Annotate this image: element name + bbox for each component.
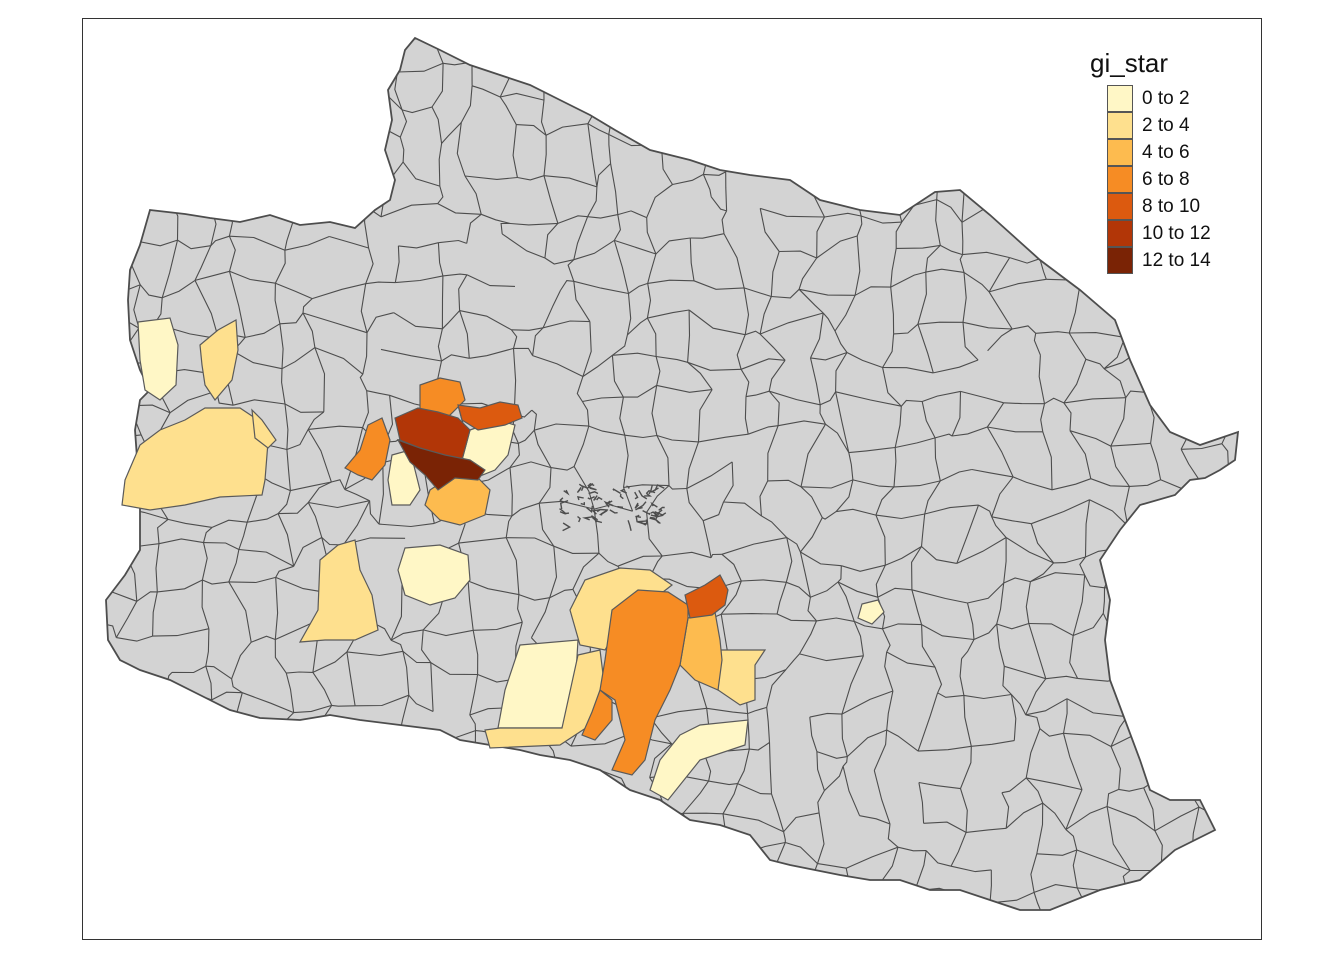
district-class-0-to-2 bbox=[857, 599, 885, 625]
legend-item: 4 to 6 bbox=[1090, 139, 1211, 166]
legend-swatch bbox=[1107, 112, 1133, 139]
legend-item: 8 to 10 bbox=[1090, 193, 1211, 220]
legend-item: 12 to 14 bbox=[1090, 247, 1211, 274]
legend-label: 6 to 8 bbox=[1142, 168, 1190, 190]
district-class-6-to-8 bbox=[581, 688, 613, 741]
district-class-2-to-4 bbox=[484, 649, 606, 749]
legend-item: 0 to 2 bbox=[1090, 85, 1211, 112]
legend-label: 2 to 4 bbox=[1142, 114, 1190, 136]
legend-label: 8 to 10 bbox=[1142, 195, 1201, 217]
legend-label: 12 to 14 bbox=[1142, 249, 1211, 271]
district-class-6-to-8 bbox=[344, 417, 391, 481]
legend-swatch bbox=[1107, 166, 1133, 193]
legend-swatch bbox=[1107, 247, 1133, 274]
legend-label: 4 to 6 bbox=[1142, 141, 1190, 163]
district-class-0-to-2 bbox=[649, 719, 749, 801]
legend-label: 0 to 2 bbox=[1142, 87, 1190, 109]
district-class-2-to-4 bbox=[199, 319, 239, 401]
gi-star-districts bbox=[121, 317, 885, 801]
district-class-2-to-4 bbox=[298, 539, 379, 643]
district-class-2-to-4 bbox=[251, 408, 277, 449]
legend-item: 6 to 8 bbox=[1090, 166, 1211, 193]
legend-item: 10 to 12 bbox=[1090, 220, 1211, 247]
province-land bbox=[105, 36, 1240, 911]
legend-title: gi_star bbox=[1090, 48, 1169, 78]
legend-swatch bbox=[1107, 139, 1133, 166]
district-class-8-to-10 bbox=[684, 574, 729, 619]
map-legend: gi_star 0 to 2 2 to 4 4 to 6 6 to 8 8 to 10 1… bbox=[1090, 48, 1211, 274]
district-class-0-to-2 bbox=[397, 544, 471, 606]
district-class-2-to-4 bbox=[717, 649, 767, 706]
district-class-8-to-10 bbox=[457, 401, 523, 431]
map-panel-frame bbox=[82, 18, 1262, 940]
legend-swatch bbox=[1107, 193, 1133, 220]
legend-label: 10 to 12 bbox=[1142, 222, 1211, 244]
district-class-2-to-4 bbox=[121, 407, 269, 511]
district-class-4-to-6 bbox=[679, 611, 723, 691]
legend-item: 2 to 4 bbox=[1090, 112, 1211, 139]
district-class-0-to-2 bbox=[137, 317, 179, 401]
dense-district-cluster bbox=[559, 482, 667, 532]
legend-items: 0 to 2 2 to 4 4 to 6 6 to 8 8 to 10 10 to 12 1… bbox=[1090, 85, 1211, 274]
legend-swatch bbox=[1107, 220, 1133, 247]
legend-swatch bbox=[1107, 85, 1133, 112]
district-class-12-to-14 bbox=[396, 438, 486, 491]
district-class-6-to-8 bbox=[599, 589, 689, 776]
